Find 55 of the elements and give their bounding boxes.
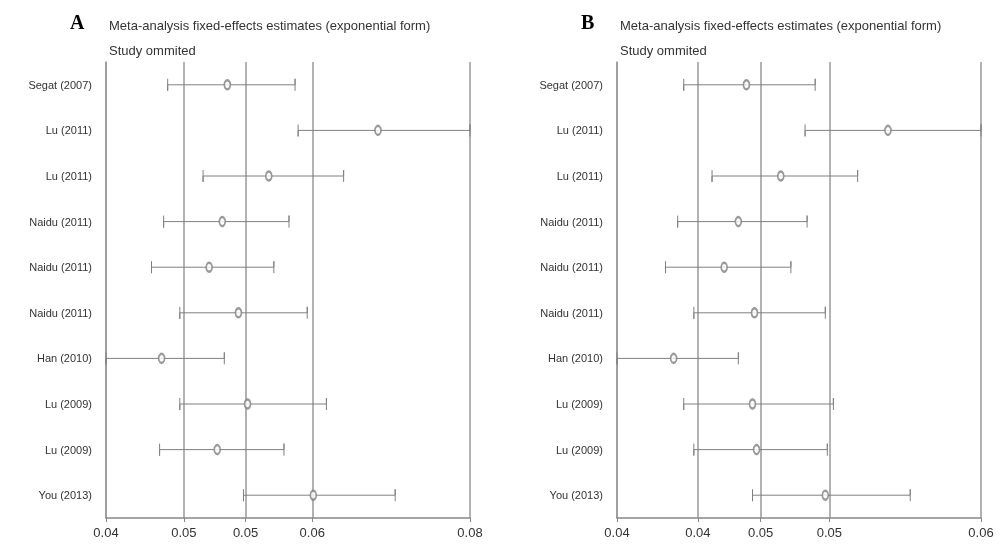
- point: [264, 170, 273, 182]
- point: [223, 79, 232, 91]
- text: A: [70, 11, 85, 33]
- y-tick-label: Naidu (2011): [540, 261, 603, 274]
- y-tick-label: Lu (2011): [45, 170, 92, 182]
- point: [157, 352, 166, 364]
- x-tick-label: 0.06: [968, 525, 994, 540]
- y-tick-label: Lu (2009): [44, 443, 92, 456]
- y-tick-label: Lu (2011): [556, 170, 603, 182]
- y-tick-label: Han (2010): [36, 352, 92, 365]
- point: [205, 261, 214, 273]
- x-tick-label: 0.06: [299, 525, 325, 540]
- x-tick-label: 0.05: [171, 525, 197, 540]
- point: [883, 124, 892, 136]
- point: [309, 489, 318, 501]
- x-tick-label: 0.08: [457, 525, 483, 540]
- point: [218, 216, 227, 228]
- x-tick-label: 0.05: [747, 525, 774, 540]
- y-tick-label: Segat (2007): [539, 78, 603, 91]
- y-tick-label: Naidu (2011): [29, 215, 92, 228]
- y-tick-label: Segat (2007): [28, 78, 92, 91]
- text: B: [581, 11, 595, 33]
- y-tick-label: Naidu (2011): [540, 215, 603, 228]
- point: [776, 170, 785, 182]
- point: [750, 307, 759, 319]
- y-tick-label: Naidu (2011): [540, 306, 603, 319]
- x-tick-label: 0.04: [93, 525, 119, 540]
- point: [234, 307, 243, 319]
- y-tick-label: Naidu (2011): [29, 261, 92, 274]
- x-tick-label: 0.05: [816, 525, 842, 540]
- point: [243, 398, 252, 410]
- y-tick-label: You (2013): [38, 489, 92, 502]
- y-tick-label: Lu (2011): [45, 124, 92, 137]
- y-axis-title: Study ommited: [620, 43, 707, 58]
- y-tick-label: Naidu (2011): [29, 306, 92, 319]
- chart-title: Meta-analysis fixed-effects estimates (exponential form): [109, 18, 431, 33]
- y-tick-label: Lu (2009): [555, 443, 603, 456]
- y-axis-title: Study ommited: [109, 43, 196, 58]
- point: [669, 352, 678, 364]
- point: [748, 398, 757, 410]
- point: [734, 216, 743, 228]
- x-tick-label: 0.05: [232, 525, 259, 540]
- point: [821, 489, 830, 501]
- point: [720, 261, 729, 273]
- y-tick-label: Han (2010): [547, 352, 603, 365]
- y-tick-label: Lu (2011): [556, 124, 603, 137]
- y-tick-label: You (2013): [549, 489, 603, 502]
- x-tick-label: 0.04: [685, 525, 711, 540]
- point: [742, 79, 751, 91]
- x-tick-label: 0.04: [604, 525, 630, 540]
- chart-title: Meta-analysis fixed-effects estimates (exponential form): [620, 18, 942, 33]
- point: [213, 444, 222, 456]
- point: [752, 444, 761, 456]
- y-tick-label: Lu (2009): [555, 398, 603, 410]
- y-tick-label: Lu (2009): [44, 398, 92, 410]
